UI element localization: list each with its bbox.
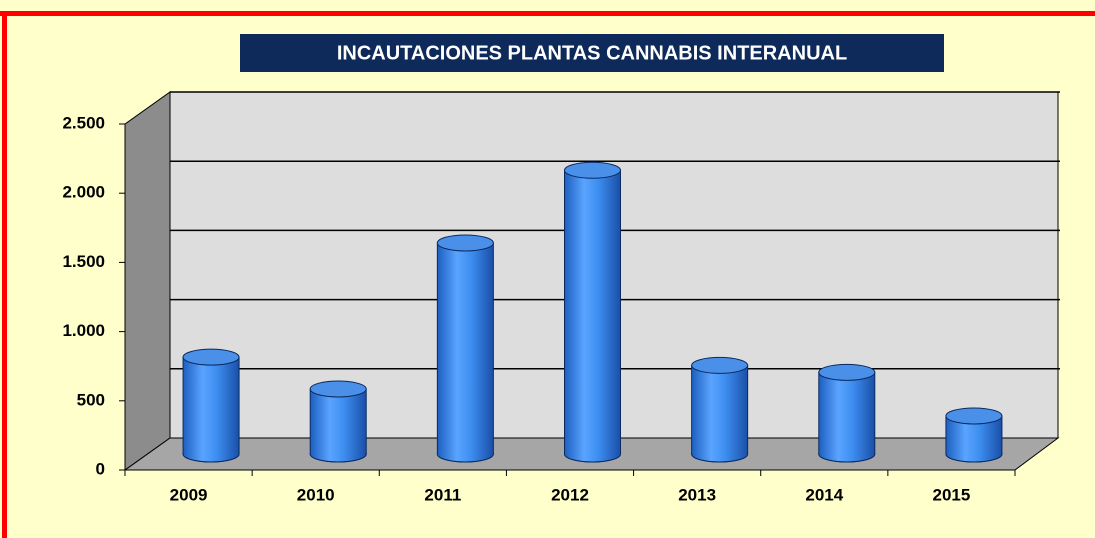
bar: [182, 356, 240, 463]
bar: [309, 388, 367, 463]
title-box: [240, 34, 944, 72]
y-tick-label: 500: [77, 390, 105, 409]
bar: [945, 415, 1003, 463]
border-left: [2, 11, 7, 538]
y-tick-label: 1.500: [62, 252, 105, 271]
bar: [564, 169, 621, 463]
chart-title: INCAUTACIONES PLANTAS CANNABIS INTERANUA…: [337, 42, 847, 64]
cylinder-top: [564, 161, 621, 179]
x-tick-label: 2012: [551, 485, 589, 504]
x-tick-label: 2009: [170, 485, 208, 504]
x-tick-label: 2014: [805, 485, 843, 504]
cylinder-top: [436, 234, 494, 252]
bar: [436, 242, 494, 463]
x-tick-label: 2011: [424, 485, 461, 504]
cylinder-top: [691, 356, 749, 374]
border-top: [0, 11, 1095, 16]
y-tick-label: 2.500: [62, 113, 105, 132]
x-tick-label: 2015: [933, 485, 971, 504]
y-tick-label: 0: [96, 459, 105, 478]
x-tick-label: 2010: [297, 485, 335, 504]
bar: [691, 364, 749, 463]
y-tick-label: 2.000: [62, 183, 105, 202]
y-tick-label: 1.000: [62, 321, 105, 340]
side-wall: [124, 91, 171, 471]
cylinder-top: [309, 380, 367, 398]
x-tick-label: 2013: [678, 485, 716, 504]
bar: [818, 371, 876, 463]
cylinder-top: [945, 407, 1003, 425]
cylinder-top: [182, 348, 240, 366]
cylinder-top: [818, 363, 876, 381]
